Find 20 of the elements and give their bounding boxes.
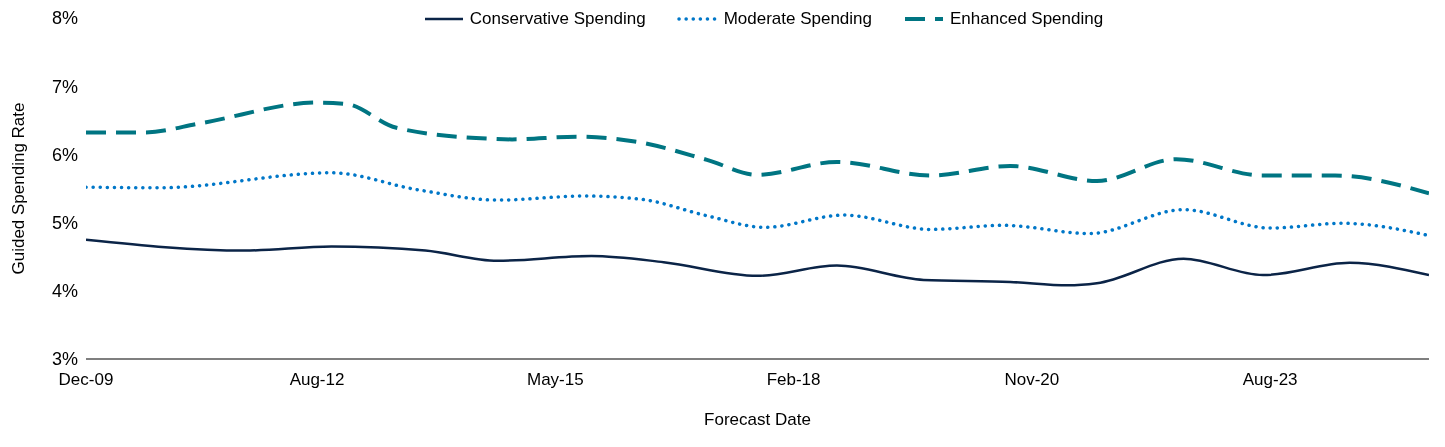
y-tick-label: 5% <box>51 212 78 233</box>
legend-label: Moderate Spending <box>723 9 873 29</box>
y-tick-label: 8% <box>51 8 78 29</box>
x-tick-label: Dec-09 <box>58 370 114 390</box>
x-tick-label: Aug-23 <box>1242 370 1298 390</box>
x-tick-label: May-15 <box>526 370 584 390</box>
y-axis-title: Guided Spending Rate <box>9 102 29 275</box>
line-series <box>86 238 1429 287</box>
x-tick-label: Nov-20 <box>1004 370 1060 390</box>
y-tick-label: 3% <box>51 349 78 370</box>
x-tick-label: Feb-18 <box>766 370 821 390</box>
line-series <box>86 100 1429 196</box>
y-tick-label: 6% <box>51 144 78 165</box>
x-axis-title: Forecast Date <box>704 410 811 429</box>
y-tick-label: 7% <box>51 76 78 97</box>
legend-label: Conservative Spending <box>469 9 646 29</box>
line-series <box>86 171 1429 238</box>
legend-label: Enhanced Spending <box>950 9 1104 29</box>
y-tick-label: 4% <box>51 281 78 302</box>
x-tick-label: Aug-12 <box>289 370 345 390</box>
